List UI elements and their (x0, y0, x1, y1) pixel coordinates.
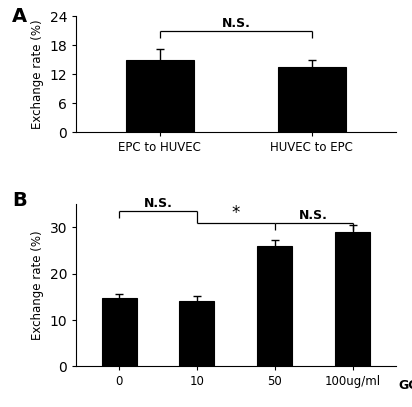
Text: N.S.: N.S. (299, 209, 328, 222)
Bar (179, 300, 215, 366)
Bar (126, 60, 194, 132)
Bar (278, 67, 346, 132)
Text: GC: GC (399, 379, 412, 392)
Y-axis label: Exchange rate (%): Exchange rate (%) (31, 230, 44, 340)
Bar (335, 232, 370, 366)
Text: *: * (232, 204, 240, 222)
Text: N.S.: N.S. (143, 197, 173, 210)
Text: N.S.: N.S. (221, 17, 250, 30)
Y-axis label: Exchange rate (%): Exchange rate (%) (31, 20, 44, 129)
Text: A: A (12, 7, 28, 26)
Bar (257, 246, 293, 366)
Bar (101, 298, 136, 366)
Text: B: B (12, 191, 27, 210)
